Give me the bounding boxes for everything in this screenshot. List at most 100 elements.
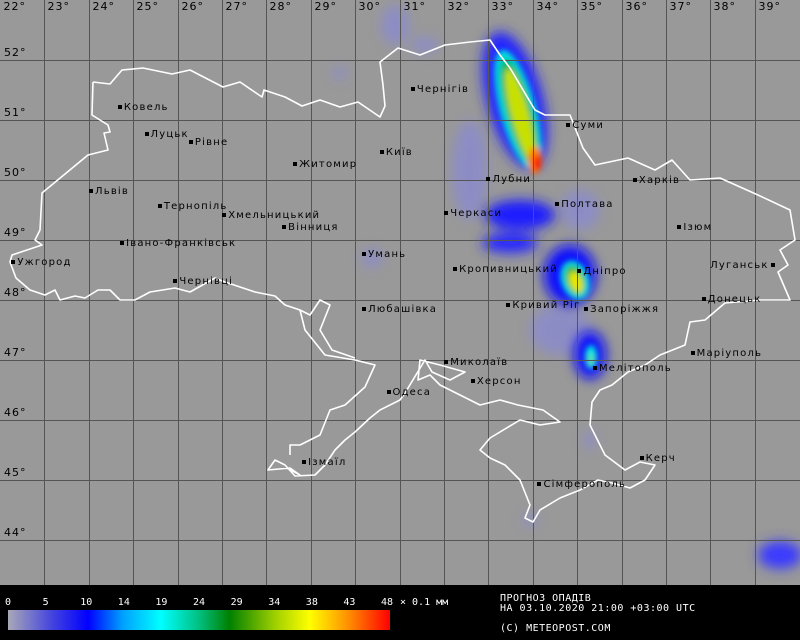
city-dot-icon xyxy=(444,360,449,364)
city-marker[interactable]: Кропивницький xyxy=(453,265,558,275)
longitude-label: 29° xyxy=(314,0,337,13)
city-label: Мелітополь xyxy=(598,363,672,374)
city-dot-icon xyxy=(222,213,227,217)
city-marker[interactable]: Черкаси xyxy=(444,209,502,219)
longitude-label: 23° xyxy=(47,0,70,13)
legend-tick-label: 38 xyxy=(305,597,318,608)
city-dot-icon xyxy=(11,259,16,264)
city-label: Запоріжжя xyxy=(590,304,660,316)
city-marker[interactable]: Ізмаїл xyxy=(302,458,346,468)
city-dot-icon xyxy=(410,87,415,91)
city-marker[interactable]: Одеса xyxy=(386,388,432,398)
city-dot-icon xyxy=(584,307,589,312)
copyright: (C) METEOPOST.COM xyxy=(500,623,611,634)
city-marker[interactable]: Херсон xyxy=(470,376,522,388)
city-marker[interactable]: Луцьк xyxy=(144,129,189,140)
city-label: Ковель xyxy=(123,102,169,113)
city-marker[interactable]: Ізюм xyxy=(677,223,712,233)
city-marker[interactable]: Лубни xyxy=(486,175,531,185)
city-label: Рівне xyxy=(194,136,229,148)
city-dot-icon xyxy=(506,303,511,307)
legend-tick-label: 10 xyxy=(80,597,93,608)
city-label: Керч xyxy=(645,453,676,464)
city-label: Миколаїв xyxy=(450,357,509,368)
legend-tick-label: 0 xyxy=(5,597,12,608)
city-dot-icon xyxy=(566,123,571,127)
map-layers xyxy=(0,0,800,585)
city-dot-icon xyxy=(444,211,449,216)
city-label: Любашівка xyxy=(368,304,438,316)
city-marker[interactable]: Керч xyxy=(639,453,676,464)
city-label: Дніпро xyxy=(583,265,627,277)
city-marker[interactable]: Дніпро xyxy=(577,265,627,277)
city-marker[interactable]: Сімферополь xyxy=(537,478,627,490)
city-marker[interactable]: Ужгород xyxy=(11,256,72,268)
city-dot-icon xyxy=(173,279,178,283)
city-marker[interactable]: Івано-Франківськ xyxy=(120,239,236,249)
city-marker[interactable]: Суми xyxy=(566,121,604,131)
city-label: Херсон xyxy=(476,376,522,388)
city-marker[interactable]: Донецьк xyxy=(701,295,762,305)
legend-tick-label: 14 xyxy=(117,597,130,608)
city-label: Кропивницький xyxy=(459,264,558,275)
city-dot-icon xyxy=(770,262,775,267)
city-dot-icon xyxy=(89,189,94,193)
city-label: Ужгород xyxy=(17,256,72,268)
city-marker[interactable]: Маріуполь xyxy=(690,348,763,359)
legend-unit: × 0.1 мм xyxy=(400,597,449,608)
longitude-label: 27° xyxy=(225,0,248,13)
city-label: Черкаси xyxy=(450,208,503,220)
latitude-label: 44° xyxy=(4,525,27,539)
city-marker[interactable]: Тернопіль xyxy=(157,201,228,212)
city-marker[interactable]: Любашівка xyxy=(362,305,437,315)
city-label: Тернопіль xyxy=(163,201,228,212)
city-label: Ізюм xyxy=(683,222,713,233)
legend-tick-label: 19 xyxy=(155,597,168,608)
city-marker[interactable]: Житомир xyxy=(293,160,357,170)
longitude-label: 35° xyxy=(580,0,603,13)
longitude-label: 25° xyxy=(136,0,159,13)
city-label: Маріуполь xyxy=(696,348,763,359)
city-marker[interactable]: Миколаїв xyxy=(444,358,508,368)
city-marker[interactable]: Полтава xyxy=(555,200,613,210)
city-marker[interactable]: Чернігів xyxy=(410,85,469,95)
city-dot-icon xyxy=(120,241,125,246)
city-marker[interactable]: Рівне xyxy=(188,136,229,148)
city-marker[interactable]: Мелітополь xyxy=(592,363,672,374)
city-marker[interactable]: Вінниця xyxy=(282,223,338,233)
city-dot-icon xyxy=(555,202,560,207)
longitude-label: 33° xyxy=(491,0,514,13)
city-marker[interactable]: Умань xyxy=(362,250,406,260)
city-marker[interactable]: Чернівці xyxy=(173,277,233,287)
city-dot-icon xyxy=(157,204,162,208)
longitude-label: 22° xyxy=(3,0,26,13)
city-label: Сімферополь xyxy=(543,478,627,490)
city-marker[interactable]: Кривий Ріг xyxy=(506,301,580,311)
city-marker[interactable]: Запоріжжя xyxy=(584,305,659,315)
latitude-label: 47° xyxy=(4,345,27,359)
precipitation-map[interactable]: 22° 23° 24° 25° 26° 27° 28° 29° 30° 31° 32° 33° 34° 3… xyxy=(0,0,800,585)
city-label: Івано-Франківськ xyxy=(126,238,237,250)
city-marker[interactable]: Луганськ xyxy=(710,260,776,271)
precipitation-layer xyxy=(332,5,800,569)
city-dot-icon xyxy=(639,456,644,460)
city-dot-icon xyxy=(592,366,597,370)
legend-tick-label: 29 xyxy=(230,597,243,608)
city-dot-icon xyxy=(282,225,287,229)
city-marker[interactable]: Львів xyxy=(89,187,129,197)
coordinate-grid xyxy=(0,0,800,585)
city-marker[interactable]: Ковель xyxy=(117,102,169,113)
longitude-label: 34° xyxy=(536,0,559,13)
city-marker[interactable]: Харків xyxy=(632,176,680,186)
latitude-label: 50° xyxy=(4,165,27,179)
latitude-label: 52° xyxy=(4,45,27,59)
city-dot-icon xyxy=(690,351,695,355)
legend-tick-label: 43 xyxy=(343,597,356,608)
city-marker[interactable]: Хмельницький xyxy=(222,211,320,221)
city-dot-icon xyxy=(293,162,298,166)
city-dot-icon xyxy=(117,105,122,109)
city-label: Лубни xyxy=(492,174,532,185)
city-marker[interactable]: Київ xyxy=(379,148,413,158)
longitude-label: 31° xyxy=(403,0,426,13)
city-label: Луцьк xyxy=(150,129,189,140)
